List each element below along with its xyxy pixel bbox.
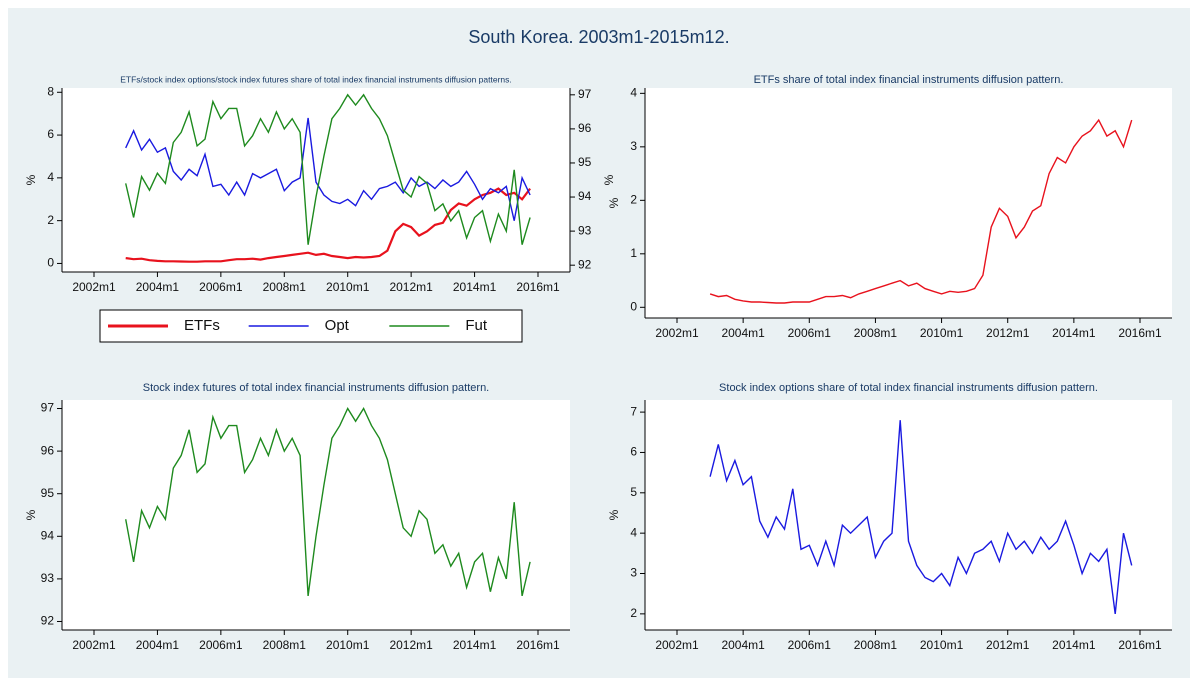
y-tick-label: 4: [47, 170, 54, 184]
y-axis-label: %: [24, 174, 38, 185]
legend-label: Opt: [325, 317, 350, 334]
x-tick-label: 2004m1: [136, 638, 180, 652]
x-tick-label: 2006m1: [199, 638, 243, 652]
y2-tick-label: 96: [578, 121, 592, 135]
y-tick-label: 0: [630, 299, 637, 313]
x-tick-label: 2016m1: [516, 280, 560, 294]
x-tick-label: 2010m1: [920, 326, 964, 340]
subplot-title: ETFs share of total index financial inst…: [754, 74, 1064, 86]
x-tick-label: 2006m1: [788, 638, 832, 652]
series-line: [709, 420, 1133, 614]
x-tick-label: 2014m1: [453, 280, 497, 294]
legend-box: [99, 309, 523, 343]
y-tick-label: 95: [41, 486, 55, 500]
y2-axis-label: %: [602, 174, 616, 185]
y2-tick-label: 93: [578, 223, 592, 237]
series-line: [125, 117, 531, 221]
y-tick-label: 96: [41, 443, 55, 457]
y-tick-label: 2: [630, 606, 637, 620]
x-tick-label: 2014m1: [1052, 326, 1096, 340]
x-tick-label: 2008m1: [854, 326, 898, 340]
plot-area: [645, 400, 1172, 630]
x-tick-label: 2014m1: [453, 638, 497, 652]
y-tick-label: 92: [41, 614, 55, 628]
plot-area: [645, 88, 1172, 318]
x-tick-label: 2002m1: [72, 280, 116, 294]
x-tick-label: 2010m1: [326, 280, 370, 294]
x-tick-label: 2014m1: [1052, 638, 1096, 652]
y-axis-label: %: [607, 197, 621, 208]
y-tick-label: 4: [630, 525, 637, 539]
x-tick-label: 2010m1: [326, 638, 370, 652]
x-tick-label: 2016m1: [516, 638, 560, 652]
x-tick-label: 2008m1: [854, 638, 898, 652]
page-title: South Korea. 2003m1-2015m12.: [468, 27, 729, 47]
y-tick-label: 8: [47, 84, 54, 98]
x-tick-label: 2016m1: [1118, 638, 1162, 652]
y-tick-label: 3: [630, 566, 637, 580]
x-tick-label: 2002m1: [655, 638, 699, 652]
y-tick-label: 4: [630, 86, 637, 100]
x-tick-label: 2006m1: [199, 280, 243, 294]
y2-tick-label: 97: [578, 87, 592, 101]
y-tick-label: 97: [41, 401, 55, 415]
y-tick-label: 5: [630, 485, 637, 499]
subplot-title: Stock index futures of total index finan…: [143, 382, 490, 394]
legend-label: ETFs: [184, 317, 220, 334]
x-tick-label: 2010m1: [920, 638, 964, 652]
series-line: [125, 407, 531, 597]
series-line: [709, 118, 1133, 304]
y-tick-label: 2: [47, 213, 54, 227]
y-tick-label: 6: [47, 127, 54, 141]
y-tick-label: 3: [630, 139, 637, 153]
series-line: [125, 187, 531, 263]
subplot-title: ETFs/stock index options/stock index fut…: [120, 74, 512, 84]
y2-tick-label: 94: [578, 189, 592, 203]
x-tick-label: 2006m1: [788, 326, 832, 340]
y-tick-label: 1: [630, 246, 637, 260]
plot-area: [62, 400, 570, 630]
legend-label: Fut: [465, 317, 488, 334]
y-tick-label: 7: [630, 404, 637, 418]
x-tick-label: 2012m1: [389, 638, 433, 652]
x-tick-label: 2004m1: [136, 280, 180, 294]
subplot-title: Stock index options share of total index…: [719, 382, 1098, 394]
x-tick-label: 2012m1: [986, 326, 1030, 340]
x-tick-label: 2002m1: [655, 326, 699, 340]
y-tick-label: 0: [47, 256, 54, 270]
series-line: [125, 93, 531, 245]
x-tick-label: 2004m1: [721, 638, 765, 652]
x-tick-label: 2012m1: [389, 280, 433, 294]
y-tick-label: 6: [630, 445, 637, 459]
x-tick-label: 2012m1: [986, 638, 1030, 652]
x-tick-label: 2002m1: [72, 638, 116, 652]
y-tick-label: 94: [41, 528, 55, 542]
y-axis-label: %: [607, 509, 621, 520]
y2-tick-label: 92: [578, 257, 592, 271]
x-tick-label: 2008m1: [263, 638, 307, 652]
y2-tick-label: 95: [578, 155, 592, 169]
x-tick-label: 2004m1: [721, 326, 765, 340]
y-axis-label: %: [24, 509, 38, 520]
y-tick-label: 93: [41, 571, 55, 585]
x-tick-label: 2008m1: [263, 280, 307, 294]
x-tick-label: 2016m1: [1118, 326, 1162, 340]
y-tick-label: 2: [630, 192, 637, 206]
